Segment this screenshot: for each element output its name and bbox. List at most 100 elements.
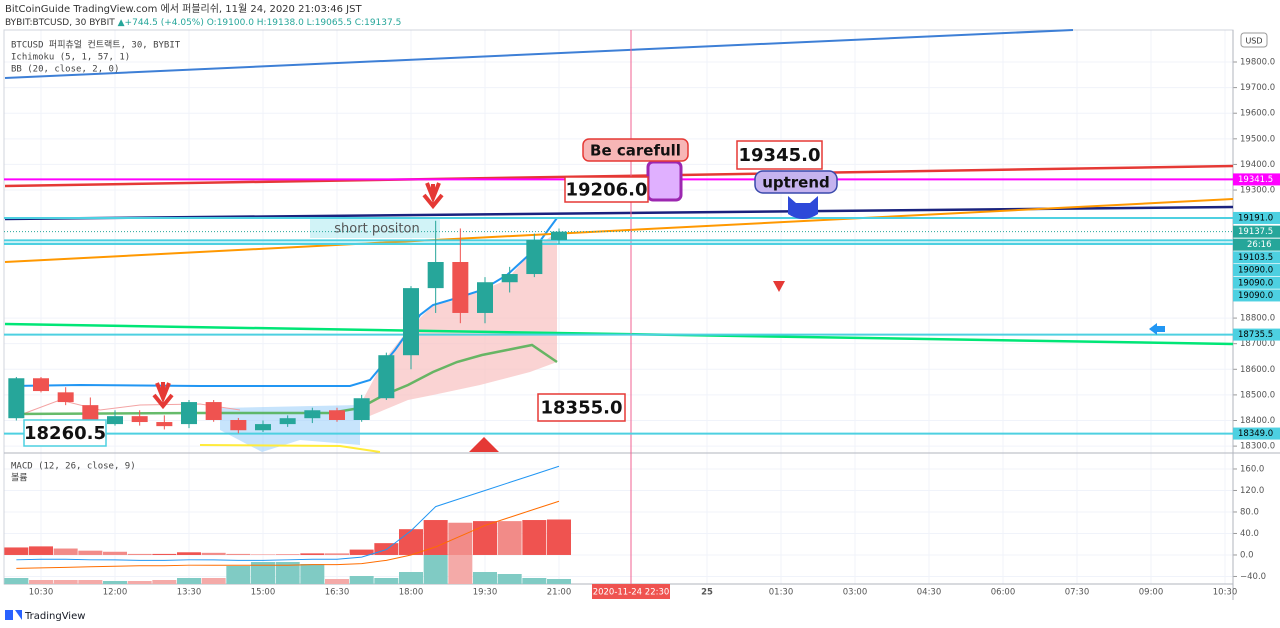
footer: TradingView — [24, 611, 85, 622]
price-label: 19103.5 — [1238, 253, 1273, 263]
volume-bar — [152, 580, 177, 584]
volume-bar — [177, 578, 201, 584]
x-tick-label: 07:30 — [1065, 588, 1090, 598]
annotation-box — [23, 419, 107, 447]
annotation-box — [564, 176, 649, 203]
price-label-box — [1233, 173, 1280, 186]
trend-line — [4, 164, 1234, 188]
price-label-box — [1233, 427, 1280, 440]
annotation-box — [537, 393, 626, 422]
candle-body — [551, 231, 567, 240]
histogram-bar — [522, 520, 547, 555]
volume-bar — [300, 564, 325, 584]
x-tick-label: 10:30 — [1213, 588, 1238, 598]
histogram-bar — [473, 521, 497, 555]
histogram-bar — [29, 546, 53, 555]
candle-body — [205, 402, 222, 420]
currency-box — [1240, 32, 1268, 48]
header-title: BitCoinGuide TradingView.com 에서 퍼블리쉬, 11… — [5, 3, 362, 15]
annotation: 18355.0 — [541, 398, 623, 419]
candle-body — [304, 410, 321, 419]
legend: BB (20, close, 2, 0) — [11, 65, 119, 75]
price-lines — [4, 178, 1233, 435]
y-tick-label: 40.0 — [1240, 529, 1259, 539]
x-tick-label: 04:30 — [917, 588, 942, 598]
y-tick-label: 18700.0 — [1240, 339, 1275, 349]
volume-bar — [448, 554, 473, 584]
volume-bar — [29, 580, 53, 584]
annotation: 19206.0 — [566, 180, 648, 201]
volume-bar — [78, 580, 103, 584]
price-label: 19191.0 — [1238, 213, 1273, 223]
volume-bar — [349, 576, 374, 584]
volume-bar — [251, 562, 275, 584]
short-zone — [310, 218, 440, 238]
x-tick-label: 13:30 — [177, 588, 202, 598]
symbol: BYBIT:BTCUSD, 30 BYBIT — [5, 18, 115, 28]
x-tick-label: 25 — [701, 588, 713, 598]
annotation: 18260.5 — [24, 423, 106, 444]
candle-body — [57, 392, 74, 403]
price-label-box — [1233, 264, 1280, 277]
histogram-bar — [177, 552, 201, 555]
histogram-bar — [251, 554, 275, 555]
histogram-bar — [103, 551, 127, 555]
candle-body — [378, 355, 395, 399]
histogram-bar — [152, 553, 177, 555]
x-tick-label: 16:30 — [325, 588, 350, 598]
candle-body — [353, 398, 370, 420]
y-tick-label: 18800.0 — [1240, 314, 1275, 324]
volume-bar — [522, 578, 547, 584]
y-tick-label: 19500.0 — [1240, 134, 1275, 144]
annotation: 19345.0 — [739, 145, 821, 166]
candle-body — [230, 419, 247, 431]
volume-bar — [4, 578, 29, 584]
candle-body — [452, 261, 469, 313]
histogram-bar — [448, 522, 473, 555]
y-tick-label: 80.0 — [1240, 507, 1259, 517]
x-tick-label: 21:00 — [547, 588, 572, 598]
candle-body — [279, 418, 296, 425]
volume-bar — [423, 554, 448, 584]
y-tick-label: 18600.0 — [1240, 365, 1275, 375]
x-tick-label: 12:00 — [103, 588, 128, 598]
annotation-box — [754, 170, 838, 194]
texts: BitCoinGuide TradingView.com 에서 퍼블리쉬, 11… — [5, 3, 1280, 622]
ichimoku-cloud — [220, 405, 360, 452]
y-tick-label: 19400.0 — [1240, 160, 1275, 170]
volume-bar — [399, 572, 423, 584]
volume-bar — [473, 572, 497, 584]
crosshair-label: 2020-11-24 22:30 — [593, 588, 670, 598]
volume-bar — [547, 579, 571, 584]
legend: MACD (12, 26, close, 9) — [11, 462, 136, 472]
volume-bar — [226, 566, 251, 584]
annotation: short positon — [334, 222, 419, 237]
price-label: 19341.5 — [1238, 175, 1273, 185]
candle-body — [107, 416, 123, 425]
ohlc: O:19100.0 H:19138.0 L:19065.5 C:19137.5 — [207, 18, 402, 28]
candle-body — [156, 422, 173, 427]
x-tick-label: 06:00 — [991, 588, 1016, 598]
y-tick-label: 19700.0 — [1240, 83, 1275, 93]
y-tick-label: 18500.0 — [1240, 390, 1275, 400]
grid — [4, 30, 1237, 584]
price-label-box — [1233, 276, 1280, 289]
histogram-bar — [226, 553, 251, 555]
annotation-box — [582, 138, 689, 162]
y-tick-label: 0.0 — [1240, 550, 1254, 560]
candle-body — [255, 424, 271, 431]
candle-body — [427, 261, 444, 289]
annotation-box — [736, 140, 823, 170]
countdown: 26:16 — [1247, 240, 1272, 250]
histogram-bar — [78, 550, 103, 555]
volume-bar — [53, 580, 78, 584]
arrow-left — [1149, 323, 1165, 335]
trend-line — [4, 198, 1234, 263]
histogram-bar — [275, 554, 300, 555]
change: ▲+744.5 (+4.05%) — [118, 18, 204, 28]
header-symbol: BYBIT:BTCUSD, 30 BYBIT ▲+744.5 (+4.05%) … — [5, 18, 401, 28]
price-label-box — [1233, 251, 1280, 264]
histogram-bar — [325, 553, 349, 555]
